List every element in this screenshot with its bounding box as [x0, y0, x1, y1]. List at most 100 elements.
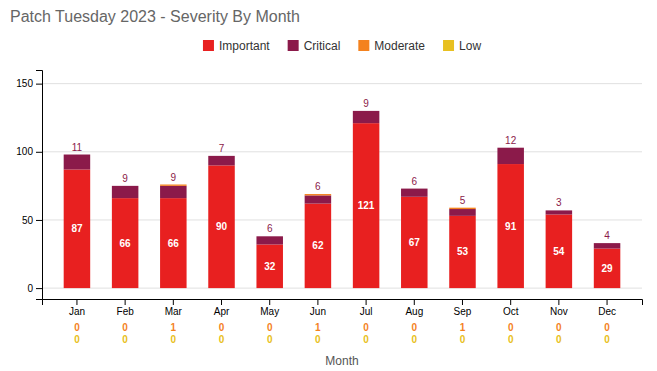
- axis-line: [36, 71, 43, 300]
- grid-line: [42, 83, 642, 84]
- data-label: 0: [219, 334, 225, 345]
- data-label: 0: [74, 334, 80, 345]
- data-label: 0: [604, 322, 610, 333]
- tick: Nov: [550, 299, 568, 317]
- tick-label: Feb: [117, 306, 135, 317]
- bar: [594, 243, 621, 244]
- bar: [112, 186, 139, 198]
- data-label: 0: [363, 322, 369, 333]
- legend-label: Moderate: [374, 39, 425, 53]
- tick: Aug: [405, 299, 423, 317]
- data-label: 0: [604, 334, 610, 345]
- data-label: 0: [267, 334, 273, 345]
- bar: [497, 147, 524, 148]
- tick-label: 100: [16, 146, 33, 157]
- tick: Apr: [214, 299, 230, 317]
- data-label: 0: [171, 334, 177, 345]
- tick: Jun: [310, 299, 326, 317]
- data-label: 6: [412, 176, 418, 187]
- bar: [160, 185, 187, 186]
- tick-label: Jan: [69, 306, 85, 317]
- bar: [594, 243, 621, 244]
- bars: [64, 111, 621, 288]
- bar: [353, 111, 380, 123]
- bar: [449, 208, 476, 209]
- data-label: 53: [457, 246, 469, 257]
- data-label: 0: [219, 322, 225, 333]
- legend-item: Low: [443, 39, 481, 53]
- tick-mark: [269, 299, 270, 305]
- data-label: 0: [122, 322, 128, 333]
- data-label: 0: [412, 334, 418, 345]
- bar: [256, 236, 283, 237]
- bar: [256, 244, 283, 288]
- data-label: 9: [363, 98, 369, 109]
- tick-label: Dec: [598, 306, 616, 317]
- tick: Sep: [454, 299, 472, 317]
- tick-label: Oct: [503, 306, 519, 317]
- data-label: 91: [505, 221, 517, 232]
- data-label: 0: [267, 322, 273, 333]
- bar: [305, 194, 332, 195]
- bar: [64, 155, 91, 170]
- data-label: 54: [553, 246, 565, 257]
- tick-mark: [607, 299, 608, 305]
- tick: May: [260, 299, 279, 317]
- data-label: 66: [120, 238, 132, 249]
- tick-mark: [366, 299, 367, 305]
- grid-line: [42, 151, 642, 152]
- tick-mark: [76, 299, 77, 305]
- data-label: 0: [508, 334, 514, 345]
- tick-label: Jul: [360, 306, 373, 317]
- bar: [112, 185, 139, 186]
- bar: [594, 249, 621, 289]
- bar: [401, 189, 428, 197]
- bar: [112, 185, 139, 186]
- legend-swatch: [203, 40, 214, 51]
- bar: [449, 207, 476, 208]
- data-label: 62: [312, 240, 324, 251]
- data-label: 1: [460, 322, 466, 333]
- x-axis: Jan Feb Mar Apr May Jun Jul Aug Sep Oct Nov Dec: [43, 299, 643, 317]
- legend-swatch: [358, 40, 369, 51]
- tick-label: May: [260, 306, 279, 317]
- data-label: 0: [556, 322, 562, 333]
- bar: [160, 186, 187, 198]
- data-label: 11: [72, 142, 83, 153]
- chart: Patch Tuesday 2023 - Severity By Month05…: [0, 0, 657, 371]
- bar: [497, 164, 524, 288]
- bar: [546, 210, 573, 211]
- axis-title: Month: [325, 354, 358, 368]
- tick-mark: [221, 299, 222, 305]
- bar: [546, 210, 573, 211]
- data-label: 6: [315, 181, 321, 192]
- data-label: 7: [219, 143, 225, 154]
- tick-mark: [317, 299, 318, 305]
- legend-label: Important: [219, 39, 270, 53]
- bar: [160, 184, 187, 185]
- data-label: 0: [74, 322, 80, 333]
- bar: [546, 210, 573, 214]
- data-label: 0: [508, 322, 514, 333]
- bar: [497, 148, 524, 164]
- bar: [256, 236, 283, 244]
- bar: [160, 198, 187, 288]
- bar: [64, 154, 91, 155]
- legend-item: Moderate: [358, 39, 425, 53]
- bar: [208, 155, 235, 156]
- data-label: 0: [122, 334, 128, 345]
- tick-label: 150: [16, 78, 33, 89]
- data-label: 4: [604, 230, 610, 241]
- tick: 50: [22, 215, 42, 226]
- legend-label: Low: [459, 39, 481, 53]
- data-label: 0: [315, 334, 321, 345]
- bar: [208, 155, 235, 156]
- bar: [208, 165, 235, 288]
- bar: [112, 198, 139, 288]
- tick-label: Jun: [310, 306, 326, 317]
- bar: [353, 123, 380, 288]
- tick-label: Mar: [165, 306, 183, 317]
- tick: Dec: [598, 299, 616, 317]
- tick-mark: [558, 299, 559, 305]
- tick-label: Nov: [550, 306, 568, 317]
